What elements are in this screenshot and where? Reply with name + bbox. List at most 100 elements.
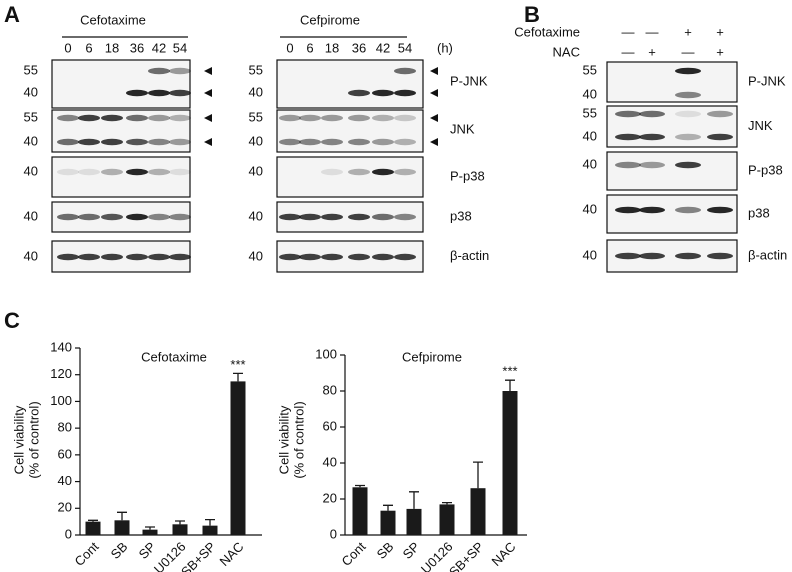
mw-marker: 40	[249, 163, 263, 178]
band	[707, 252, 733, 260]
row-label: p38	[748, 205, 770, 220]
band	[78, 213, 100, 221]
treatment-label: NAC	[553, 44, 580, 59]
treatment-sign: +	[716, 44, 724, 59]
lane-label: 36	[352, 40, 366, 55]
band	[299, 138, 321, 146]
band	[639, 110, 665, 118]
band	[279, 114, 301, 122]
arrowhead	[430, 89, 438, 97]
band	[321, 138, 343, 146]
y-tick-label: 20	[58, 500, 72, 515]
band	[394, 168, 416, 176]
x-tick-label: SP	[136, 539, 159, 562]
mw-marker: 40	[249, 133, 263, 148]
mw-marker: 40	[24, 163, 38, 178]
time-unit: (h)	[437, 40, 453, 55]
row-label: JNK	[748, 118, 773, 133]
bar	[142, 529, 158, 535]
arrowhead	[430, 67, 438, 75]
band	[148, 67, 170, 75]
bar	[230, 381, 246, 535]
band	[126, 253, 148, 261]
arrowhead	[204, 89, 212, 97]
band	[126, 138, 148, 146]
band	[78, 138, 100, 146]
blot-title: Cefpirome	[300, 12, 360, 27]
band	[78, 114, 100, 122]
band	[148, 114, 170, 122]
band	[101, 138, 123, 146]
band	[57, 168, 79, 176]
treatment-label: Cefotaxime	[514, 24, 580, 39]
mw-marker: 55	[24, 62, 38, 77]
chart-title: Cefotaxime	[141, 349, 207, 364]
band	[169, 138, 191, 146]
band	[707, 206, 733, 214]
band	[675, 91, 701, 99]
treatment-sign: +	[684, 24, 692, 39]
band	[372, 253, 394, 261]
x-tick-label: Cont	[72, 539, 102, 569]
panel-label: C	[4, 308, 20, 333]
x-tick-label: SB	[108, 539, 131, 562]
band	[126, 114, 148, 122]
band	[126, 213, 148, 221]
lane-label: 6	[306, 40, 313, 55]
row-label: p38	[450, 208, 472, 223]
band	[101, 168, 123, 176]
band	[169, 168, 191, 176]
band	[148, 253, 170, 261]
band	[675, 67, 701, 75]
mw-marker: 55	[24, 109, 38, 124]
band	[348, 168, 370, 176]
y-tick-label: 20	[323, 490, 337, 505]
band	[394, 114, 416, 122]
mw-marker: 55	[583, 62, 597, 77]
y-tick-label: 0	[65, 526, 72, 541]
band	[57, 213, 79, 221]
band	[394, 67, 416, 75]
bar	[114, 520, 130, 535]
band	[321, 168, 343, 176]
error-bar	[409, 491, 419, 509]
band	[348, 138, 370, 146]
blot	[606, 194, 738, 234]
mw-marker: 40	[24, 208, 38, 223]
blot	[51, 156, 191, 198]
band	[394, 213, 416, 221]
arrowhead	[204, 114, 212, 122]
treatment-sign: —	[646, 24, 659, 39]
chart-title: Cefpirome	[402, 349, 462, 364]
band	[299, 213, 321, 221]
band	[639, 206, 665, 214]
row-label: β-actin	[450, 248, 489, 263]
x-tick-label: NAC	[489, 539, 519, 569]
row-label: P-p38	[450, 168, 485, 183]
band	[169, 67, 191, 75]
band	[675, 110, 701, 118]
y-tick-label: 40	[58, 473, 72, 488]
mw-marker: 40	[24, 84, 38, 99]
x-tick-label: SB+SP	[178, 539, 219, 572]
band	[615, 206, 641, 214]
mw-marker: 40	[583, 128, 597, 143]
y-axis-label: (% of control)	[291, 401, 306, 478]
y-tick-label: 100	[315, 346, 337, 361]
treatment-sign: —	[622, 44, 635, 59]
bar	[470, 488, 486, 535]
band	[57, 114, 79, 122]
band	[394, 138, 416, 146]
lane-label: 36	[130, 40, 144, 55]
lane-label: 0	[286, 40, 293, 55]
panel-label: B	[524, 2, 540, 27]
band	[675, 252, 701, 260]
band	[279, 213, 301, 221]
mw-marker: 40	[583, 86, 597, 101]
band	[707, 133, 733, 141]
band	[321, 253, 343, 261]
lane-label: 6	[85, 40, 92, 55]
band	[148, 138, 170, 146]
band	[394, 253, 416, 261]
band	[348, 253, 370, 261]
